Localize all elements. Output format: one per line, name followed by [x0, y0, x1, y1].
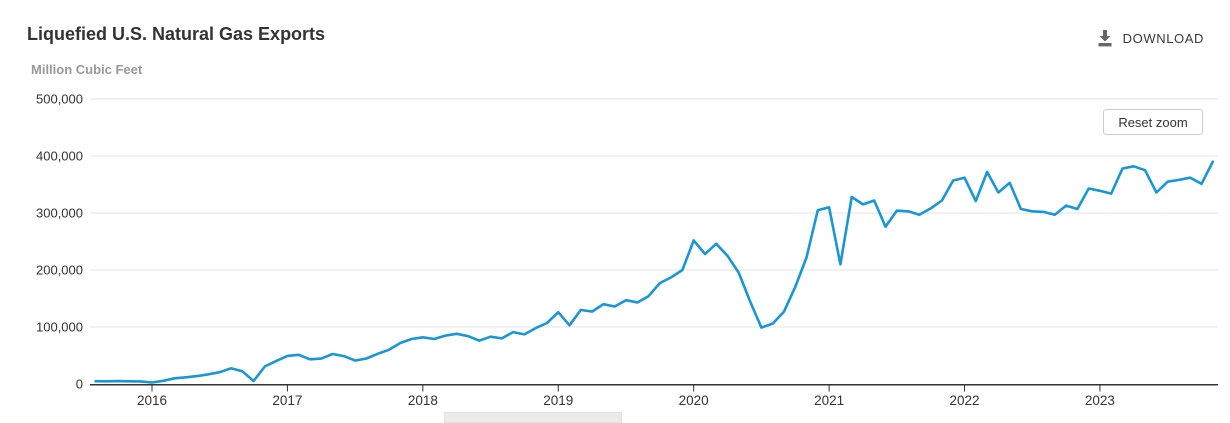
x-axis-tick-label: 2021 — [814, 393, 844, 408]
x-axis-tick-label: 2016 — [137, 393, 167, 408]
download-button[interactable]: DOWNLOAD — [1097, 30, 1204, 47]
x-axis-tick-label: 2023 — [1085, 393, 1115, 408]
y-axis-tick-label: 200,000 — [36, 263, 83, 278]
x-axis-tick-label: 2022 — [949, 393, 979, 408]
chart-plot-area[interactable] — [90, 99, 1218, 384]
x-axis-tick-label: 2019 — [543, 393, 573, 408]
y-axis-title: Million Cubic Feet — [31, 62, 143, 77]
download-label: DOWNLOAD — [1122, 31, 1204, 46]
x-axis-tick-label: 2018 — [408, 393, 438, 408]
y-axis-tick-label: 400,000 — [36, 149, 83, 164]
chart-line-series — [94, 160, 1215, 384]
chart-title: Liquefied U.S. Natural Gas Exports — [27, 24, 326, 44]
x-axis-tick-label: 2020 — [679, 393, 709, 408]
y-axis-tick-label: 500,000 — [36, 92, 83, 107]
horizontal-scrollbar-thumb[interactable] — [444, 412, 622, 423]
y-axis-tick-label: 0 — [76, 377, 83, 392]
y-axis-tick-label: 100,000 — [36, 320, 83, 335]
y-axis-tick-label: 300,000 — [36, 206, 83, 221]
reset-zoom-button[interactable]: Reset zoom — [1103, 109, 1203, 135]
download-icon — [1097, 30, 1113, 47]
x-axis-tick-label: 2017 — [272, 393, 302, 408]
